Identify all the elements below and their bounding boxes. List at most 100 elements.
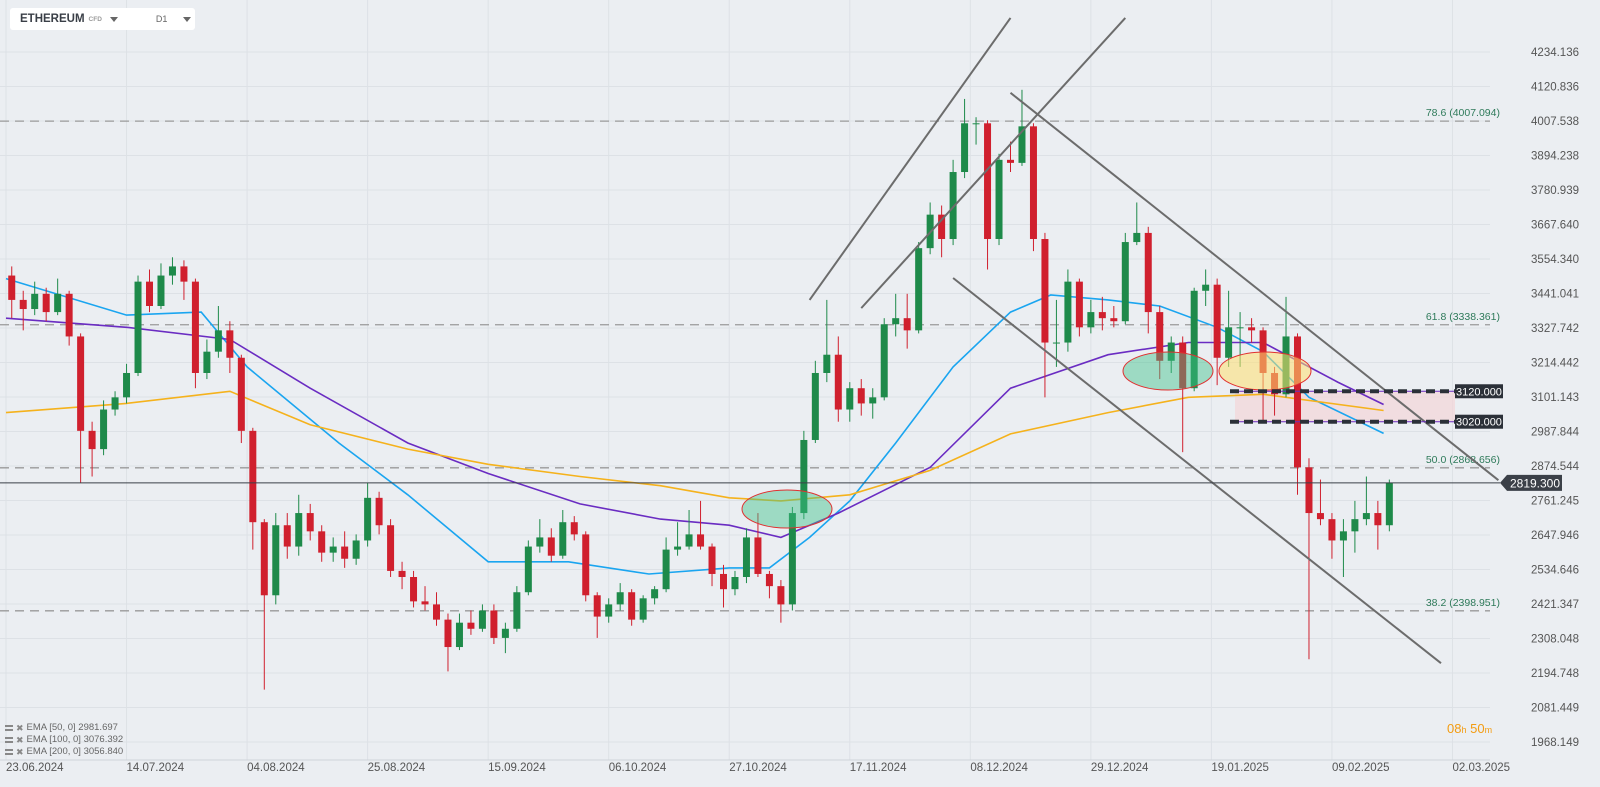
trendline: [1009, 92, 1500, 481]
candle-body: [364, 497, 372, 541]
y-axis-tick-label: 3554.340: [1531, 254, 1579, 266]
candle-body: [1041, 239, 1049, 343]
symbol-name[interactable]: ETHEREUM: [20, 13, 85, 25]
candle-body: [869, 397, 877, 404]
candle-body: [915, 248, 923, 331]
candle-body: [731, 577, 739, 590]
highlight-ellipses: [741, 351, 1312, 529]
trendline: [860, 17, 1127, 309]
candle-body: [387, 525, 395, 571]
candle-body: [295, 513, 303, 547]
candle-body: [237, 357, 245, 431]
timeframe-dropdown-icon[interactable]: [183, 16, 192, 22]
candle-body: [1052, 342, 1060, 344]
trendline: [808, 17, 1012, 301]
candle-body: [892, 318, 900, 325]
candle-body: [1018, 126, 1026, 163]
candles: [8, 89, 1393, 690]
level-price-tag: [1455, 414, 1503, 429]
candle-body: [157, 275, 165, 306]
candle-body: [1305, 467, 1313, 514]
candle-body: [628, 592, 636, 620]
candle-body: [754, 537, 762, 574]
candle-body: [77, 336, 85, 431]
x-axis-tick-label: 14.07.2024: [127, 762, 185, 774]
candle-body: [1121, 242, 1129, 322]
candle-body: [329, 546, 337, 553]
trendlines[interactable]: [808, 17, 1500, 664]
horizontal-levels[interactable]: 3120.000 3020.000 2819.300: [0, 384, 1562, 491]
symbol-selector-bar[interactable]: ETHEREUM CFD D1: [10, 8, 195, 30]
remove-icon[interactable]: ✖: [16, 723, 24, 733]
ema-line: [5, 390, 1384, 502]
fib-level-label: 78.6 (4007.094): [1426, 107, 1500, 119]
settings-icon[interactable]: [5, 737, 13, 743]
candle-body: [1351, 519, 1359, 532]
candle-body: [8, 275, 16, 300]
symbol-dropdown-icon[interactable]: [109, 16, 118, 22]
fib-level-label: 61.8 (3338.361): [1426, 311, 1500, 323]
x-axis-tick-label: 29.12.2024: [1091, 762, 1149, 774]
y-axis-tick-label: 2987.844: [1531, 426, 1580, 438]
candle-body: [616, 592, 624, 605]
candle-countdown: 08h 50m: [1447, 721, 1493, 736]
legend-item-ema100[interactable]: ✖ EMA [100, 0] 3076.392: [5, 734, 123, 746]
candle-body: [249, 430, 257, 523]
candle-body: [995, 159, 1003, 240]
y-axis-tick-label: 3101.143: [1531, 392, 1579, 404]
legend-item-ema50[interactable]: ✖ EMA [50, 0] 2981.697: [5, 722, 123, 734]
candle-body: [226, 330, 234, 358]
remove-icon[interactable]: ✖: [16, 735, 24, 745]
trendline: [952, 277, 1442, 664]
candle-body: [1374, 513, 1382, 526]
candle-body: [1029, 126, 1037, 240]
candle-body: [272, 525, 280, 596]
settings-icon[interactable]: [5, 725, 13, 731]
candle-body: [961, 123, 969, 173]
candle-body: [111, 397, 119, 410]
candle-body: [54, 293, 62, 313]
x-axis-tick-label: 17.11.2024: [850, 762, 907, 774]
settings-icon[interactable]: [5, 749, 13, 755]
remove-icon[interactable]: ✖: [16, 747, 24, 757]
candle-body: [674, 546, 682, 550]
candle-body: [318, 531, 326, 553]
candle-body: [662, 549, 670, 590]
x-axis-tick-label: 19.01.2025: [1211, 762, 1269, 774]
candle-body: [880, 324, 888, 398]
candle-body: [1213, 284, 1221, 358]
y-axis-tick-label: 3780.939: [1531, 185, 1579, 197]
x-axis-tick-label: 08.12.2024: [970, 762, 1028, 774]
y-axis-tick-label: 2081.449: [1531, 702, 1579, 714]
fibonacci-levels: 78.6 (4007.094) 61.8 (3338.361) 50.0 (2868…: [0, 107, 1500, 612]
timeframe-selector[interactable]: D1: [155, 14, 168, 24]
candle-body: [1190, 290, 1198, 389]
x-axis-tick-label: 23.06.2024: [6, 762, 64, 774]
highlight-ellipse-yellow: [1218, 351, 1312, 391]
candle-body: [811, 372, 819, 440]
ema-line: [5, 277, 1384, 575]
candle-body: [984, 123, 992, 240]
candle-body: [1236, 327, 1244, 329]
candle-body: [455, 622, 463, 648]
candle-body: [1225, 327, 1233, 358]
candle-body: [306, 513, 314, 532]
y-axis-tick-label: 3667.640: [1531, 219, 1579, 231]
candle-body: [800, 439, 808, 514]
candle-body: [88, 430, 96, 450]
candle-body: [19, 299, 27, 310]
candle-body: [949, 172, 957, 240]
candle-body: [260, 522, 268, 596]
y-axis-tick-label: 2534.646: [1531, 564, 1579, 576]
candle-body: [375, 497, 383, 526]
y-axis-tick-label: 2421.347: [1531, 599, 1579, 611]
candle-body: [685, 534, 693, 547]
candle-body: [1179, 342, 1187, 389]
candle-body: [605, 604, 613, 617]
candle-body: [191, 281, 199, 373]
legend-item-ema200[interactable]: ✖ EMA [200, 0] 3056.840: [5, 746, 123, 758]
candle-body: [65, 293, 73, 337]
candle-body: [1110, 318, 1118, 322]
y-axis-tick-label: 2194.748: [1531, 668, 1579, 680]
